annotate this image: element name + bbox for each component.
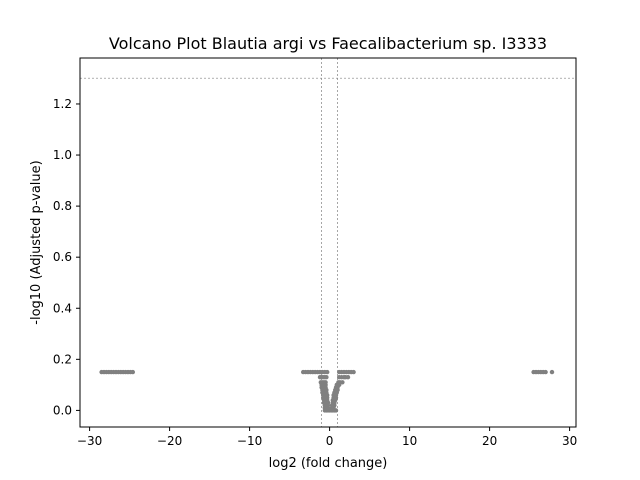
data-point	[549, 369, 555, 375]
y-tick-label: 0.8	[53, 199, 72, 213]
y-tick-label: 1.0	[53, 148, 72, 162]
y-tick-label: 1.2	[53, 97, 72, 111]
y-tick-label: 0.6	[53, 250, 72, 264]
reference-lines	[80, 58, 576, 427]
data-point	[340, 380, 345, 385]
chart-title: Volcano Plot Blautia argi vs Faecalibact…	[109, 34, 547, 53]
x-tick-label: −30	[77, 434, 102, 448]
data-points	[99, 369, 555, 413]
y-tick-label: 0.0	[53, 403, 72, 417]
x-axis-ticks: −30 −20 −10 0 10 20 30	[77, 427, 577, 448]
x-tick-label: −20	[157, 434, 182, 448]
data-point	[317, 375, 323, 380]
plot-area	[79, 57, 577, 428]
x-tick-label: 20	[482, 434, 497, 448]
y-tick-label: 0.2	[53, 352, 72, 366]
data-point	[543, 369, 548, 375]
data-point	[325, 369, 330, 375]
plot-background	[80, 58, 576, 427]
data-point	[130, 369, 135, 375]
data-point	[351, 369, 356, 375]
data-point	[345, 375, 351, 380]
data-point	[333, 408, 339, 413]
y-tick-label: 0.4	[53, 301, 72, 315]
y-axis-label: -log10 (Adjusted p-value)	[29, 160, 44, 324]
x-tick-label: 0	[326, 434, 334, 448]
y-axis-ticks: 0.0 0.2 0.4 0.6 0.8 1.0 1.2	[53, 97, 80, 417]
axes-frame	[79, 57, 577, 428]
x-axis-label: log2 (fold change)	[269, 456, 388, 471]
x-tick-label: 10	[402, 434, 417, 448]
x-tick-label: −10	[237, 434, 262, 448]
x-tick-label: 30	[562, 434, 577, 448]
